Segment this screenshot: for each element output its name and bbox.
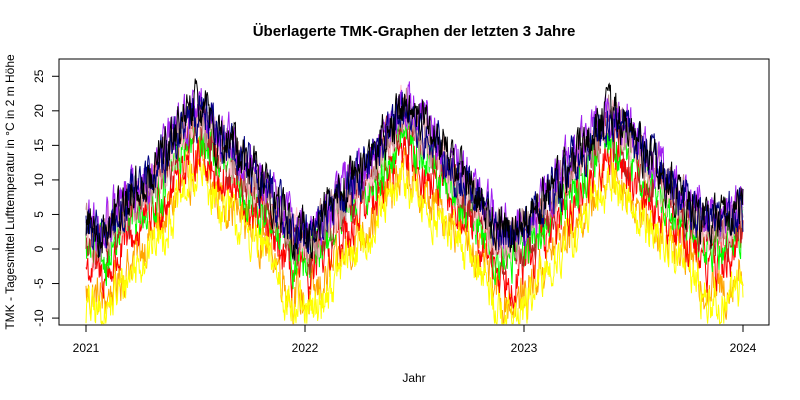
series-line [85, 157, 744, 325]
x-axis: 2021 2022 2023 2024 [73, 324, 757, 355]
y-tick-label: 15 [32, 138, 46, 152]
y-tick-label: 25 [32, 69, 46, 83]
y-tick-label: 20 [32, 104, 46, 118]
series-line [85, 78, 744, 261]
y-tick-label: 0 [32, 245, 46, 252]
y-tick-label: 10 [32, 173, 46, 187]
x-tick-label: 2024 [730, 341, 757, 355]
chart-title: Überlagerte TMK-Graphen der letzten 3 Ja… [253, 23, 576, 40]
plot-area [85, 78, 744, 325]
y-tick-label: -10 [32, 309, 46, 327]
x-tick-label: 2022 [292, 341, 319, 355]
y-axis-label: TMK - Tagesmittel Lufttemperatur in °C i… [3, 54, 17, 330]
x-axis-label: Jahr [402, 371, 425, 385]
y-tick-label: 5 [32, 211, 46, 218]
y-tick-label: -5 [32, 278, 46, 289]
x-tick-label: 2021 [73, 341, 100, 355]
series-line [85, 91, 744, 258]
x-tick-label: 2023 [511, 341, 538, 355]
y-axis: -10 -5 0 5 10 15 20 25 [32, 69, 60, 327]
